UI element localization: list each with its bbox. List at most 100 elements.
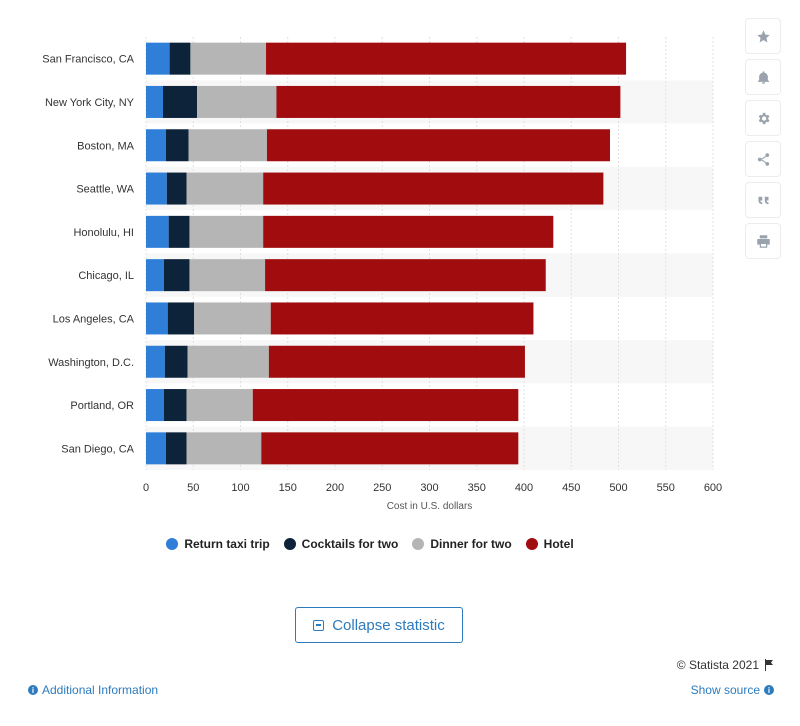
category-label: Los Angeles, CA (53, 313, 135, 325)
collapse-icon (313, 619, 325, 631)
x-tick-label: 550 (657, 482, 675, 494)
bar-segment[interactable] (167, 302, 195, 335)
bar-segment[interactable] (187, 345, 269, 378)
x-axis-title: Cost in U.S. dollars (387, 501, 473, 512)
quote-icon (758, 196, 768, 204)
legend-label-hotel: Hotel (543, 537, 574, 551)
category-label: San Diego, CA (61, 443, 134, 455)
chart-toolbar (745, 18, 781, 259)
bar-segment[interactable] (165, 432, 187, 465)
bar-segment[interactable] (146, 389, 164, 422)
category-label: Seattle, WA (76, 184, 134, 196)
x-tick-label: 150 (279, 482, 297, 494)
bar-segment[interactable] (163, 85, 198, 118)
chart-legend: Return taxi trip Cocktails for two Dinne… (0, 537, 740, 551)
bar-segment[interactable] (165, 129, 189, 162)
bar-segment[interactable] (189, 215, 264, 248)
bar-segment[interactable] (186, 432, 262, 465)
legend-marker-dinner (412, 538, 425, 550)
category-label: Chicago, IL (78, 270, 134, 282)
bar-segment[interactable] (146, 432, 166, 465)
category-label: New York City, NY (45, 97, 135, 109)
bar-segment[interactable] (186, 172, 264, 205)
category-label: Washington, D.C. (48, 357, 134, 369)
copyright-notice[interactable]: © Statista 2021 (677, 658, 774, 672)
bar-segment[interactable] (190, 42, 267, 75)
bar-segment[interactable] (146, 215, 169, 248)
legend-marker-taxi (166, 538, 179, 550)
legend-marker-hotel (525, 538, 538, 550)
flag-icon (765, 659, 773, 671)
category-label: Portland, OR (70, 400, 134, 412)
x-tick-label: 600 (704, 482, 722, 494)
bar-segment[interactable] (146, 85, 164, 118)
bar-segment[interactable] (252, 389, 519, 422)
cite-button[interactable] (745, 182, 781, 218)
show-source-label: Show source (690, 683, 760, 697)
bar-segment[interactable] (189, 259, 266, 292)
legend-item-hotel[interactable]: Hotel (525, 537, 574, 551)
legend-item-dinner[interactable]: Dinner for two (412, 537, 512, 551)
share-button[interactable] (745, 141, 781, 177)
bar-segment[interactable] (168, 215, 190, 248)
show-source-link[interactable]: Show source i (691, 683, 774, 697)
bar-segment[interactable] (268, 345, 525, 378)
collapse-statistic-label: Collapse statistic (332, 616, 445, 634)
bar-segment[interactable] (263, 172, 604, 205)
bar-segment[interactable] (276, 85, 621, 118)
bar-segment[interactable] (146, 129, 166, 162)
settings-button[interactable] (745, 100, 781, 136)
bar-segment[interactable] (169, 42, 191, 75)
legend-label-cocktails: Cocktails for two (301, 537, 399, 551)
bar-segment[interactable] (166, 172, 187, 205)
gear-icon (758, 112, 769, 124)
x-tick-label: 200 (326, 482, 344, 494)
x-tick-label: 400 (515, 482, 533, 494)
bar-segment[interactable] (163, 259, 190, 292)
bar-segment[interactable] (197, 85, 277, 118)
bar-segment[interactable] (266, 42, 627, 75)
print-icon (756, 234, 770, 248)
additional-information-label: Additional Information (42, 683, 159, 697)
bar-segment[interactable] (146, 345, 165, 378)
bar-segment[interactable] (263, 215, 554, 248)
copyright-text: © Statista 2021 (676, 658, 759, 672)
bar-segment[interactable] (261, 432, 519, 465)
bar-segment[interactable] (146, 302, 168, 335)
notification-button[interactable] (745, 59, 781, 95)
x-tick-label: 100 (231, 482, 249, 494)
bar-segment[interactable] (146, 42, 170, 75)
legend-label-taxi: Return taxi trip (184, 537, 270, 551)
bar-segment[interactable] (270, 302, 534, 335)
bar-segment[interactable] (265, 259, 546, 292)
x-tick-label: 450 (562, 482, 580, 494)
info-icon: i (28, 685, 38, 695)
legend-item-taxi[interactable]: Return taxi trip (166, 537, 270, 551)
bar-segment[interactable] (266, 129, 610, 162)
x-tick-label: 300 (420, 482, 438, 494)
category-label: San Francisco, CA (42, 54, 134, 66)
legend-label-dinner: Dinner for two (430, 537, 512, 551)
x-tick-label: 500 (609, 482, 627, 494)
x-tick-label: 50 (187, 482, 199, 494)
category-label: Honolulu, HI (73, 227, 134, 239)
print-button[interactable] (745, 223, 781, 259)
bar-segment[interactable] (163, 389, 187, 422)
bar-segment[interactable] (146, 259, 164, 292)
legend-item-cocktails[interactable]: Cocktails for two (283, 537, 399, 551)
x-tick-label: 250 (373, 482, 391, 494)
share-icon (757, 152, 769, 166)
bar-segment[interactable] (186, 389, 253, 422)
bar-segment[interactable] (164, 345, 188, 378)
category-label: Boston, MA (77, 140, 135, 152)
additional-information-link[interactable]: i Additional Information (28, 683, 158, 697)
bar-segment[interactable] (194, 302, 271, 335)
bar-segment[interactable] (146, 172, 167, 205)
legend-marker-cocktails (283, 538, 296, 550)
collapse-statistic-button[interactable]: Collapse statistic (295, 607, 463, 643)
info-icon: i (764, 685, 774, 695)
favorite-button[interactable] (745, 18, 781, 54)
x-tick-label: 350 (468, 482, 486, 494)
bar-segment[interactable] (188, 129, 267, 162)
